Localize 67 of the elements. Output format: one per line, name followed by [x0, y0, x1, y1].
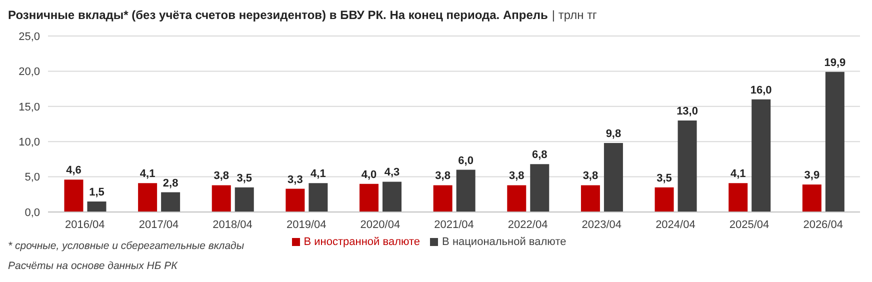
data-label: 3,5	[656, 172, 672, 184]
x-tick-label: 2016/04	[65, 218, 105, 231]
bar	[433, 185, 452, 212]
legend-label: В иностранной валюте	[304, 236, 420, 248]
data-label: 2,8	[162, 177, 178, 190]
bar	[382, 182, 402, 212]
bar	[825, 72, 844, 212]
data-label: 4,6	[66, 164, 82, 177]
bar	[654, 187, 674, 212]
x-tick-label: 2022/04	[508, 218, 548, 231]
x-tick-label: 2024/04	[656, 218, 696, 231]
bar	[580, 185, 600, 212]
y-tick-label: 5,0	[24, 172, 40, 184]
bar	[234, 187, 254, 212]
x-tick-label: 2026/04	[803, 218, 843, 231]
data-label: 4,3	[384, 166, 400, 179]
bar	[87, 201, 106, 212]
bar	[678, 120, 697, 212]
x-tick-label: 2018/04	[212, 218, 252, 231]
data-label: 4,0	[361, 168, 377, 181]
bar	[286, 188, 305, 212]
data-label: 19,9	[824, 56, 846, 69]
data-label: 1,5	[89, 186, 104, 198]
y-tick-label: 15,0	[18, 101, 40, 114]
chart-subtitle: | трлн тг	[552, 8, 597, 22]
bar	[752, 99, 771, 212]
bar	[64, 180, 84, 212]
x-tick-label: 2025/04	[729, 218, 770, 231]
x-tick-label: 2017/04	[138, 218, 179, 231]
bar	[308, 183, 328, 212]
y-tick-label: 10,0	[18, 136, 40, 149]
y-tick-label: 20,0	[18, 66, 40, 78]
data-label: 9,8	[606, 128, 622, 140]
x-tick-label: 2023/04	[582, 218, 622, 231]
data-label: 4,1	[140, 168, 156, 180]
bar	[161, 192, 180, 212]
data-label: 3,9	[804, 170, 820, 182]
bar	[360, 184, 379, 212]
bar	[456, 170, 476, 212]
data-label: 4,1	[310, 168, 326, 180]
data-label: 3,3	[288, 174, 303, 186]
legend-label: В национальной валюте	[442, 236, 566, 248]
bar	[507, 185, 526, 212]
x-tick-label: 2020/04	[360, 218, 400, 231]
data-label: 13,0	[676, 105, 698, 118]
bar	[138, 183, 158, 212]
y-tick-label: 0,0	[24, 206, 40, 219]
bar	[530, 164, 550, 212]
data-label: 3,8	[435, 170, 450, 182]
bar	[802, 184, 822, 212]
bar	[604, 143, 623, 212]
text: * срочные, условные и сберегательные вклады	[8, 240, 244, 252]
data-label: 3,8	[582, 170, 598, 182]
text: Расчёты на основе данных НБ РК	[8, 260, 178, 272]
data-label: 6,8	[532, 149, 548, 162]
x-tick-label: 2021/04	[434, 218, 474, 231]
data-label: 6,0	[458, 154, 474, 167]
data-label: 3,5	[236, 172, 252, 184]
data-label: 4,1	[730, 168, 746, 180]
y-tick-label: 25,0	[18, 30, 40, 43]
bar	[212, 185, 231, 212]
data-label: 16,0	[750, 84, 772, 96]
data-label: 3,8	[509, 170, 524, 182]
chart-title: Розничные вклады* (без учёта счетов нерезидентов) в БВУ РК. На конец периода. Апрель	[8, 8, 548, 22]
data-label: 3,8	[214, 170, 230, 182]
bar	[728, 183, 748, 212]
x-tick-label: 2019/04	[286, 218, 326, 231]
